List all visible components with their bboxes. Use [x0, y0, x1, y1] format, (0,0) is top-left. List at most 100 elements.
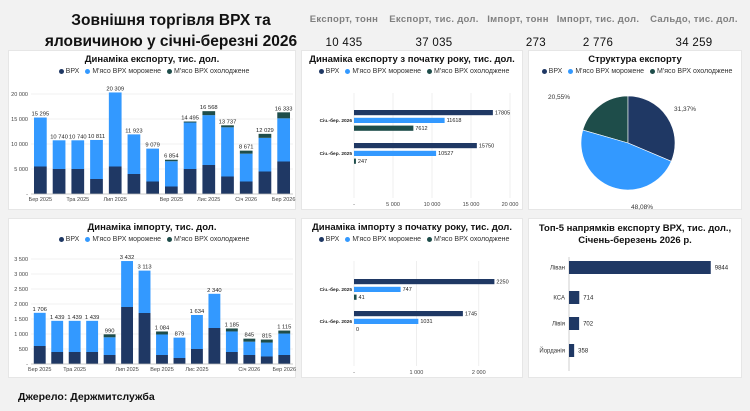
bar-segment-1 [243, 341, 256, 355]
chart-legend: ВРХ М'ясо ВРХ морожене М'ясо ВРХ охолодж… [529, 68, 741, 75]
legend-label: М'ясо ВРХ охолоджене [174, 68, 250, 75]
category-label: Лівія [552, 322, 565, 328]
legend-label: ВРХ [548, 68, 563, 75]
x-tick-label: Лип 2025 [115, 367, 138, 373]
kpi-label: Сальдо, тис. дол. [650, 14, 738, 25]
bar-segment-0 [121, 307, 134, 364]
bar-segment-0 [108, 166, 122, 194]
bar-segment-2 [258, 133, 272, 138]
kpi-label: Експорт, тонн [309, 14, 379, 25]
bar-segment-1 [146, 148, 160, 182]
bar-segment-0 [260, 356, 273, 364]
bar-segment-1 [173, 337, 186, 358]
legend-swatch-frozen [568, 68, 574, 74]
x-tick-label: 1 000 [410, 370, 424, 376]
bar-segment-1 [258, 137, 272, 172]
kpi-import-usd: Імпорт, тис. дол. 2 776 [552, 14, 644, 49]
legend-label: М'ясо ВРХ морожене [352, 68, 422, 75]
legend-swatch-vrh [318, 68, 324, 74]
x-tick-label: Вер 2025 [150, 367, 174, 373]
bar-0 [354, 311, 463, 317]
bar-segment-0 [68, 352, 81, 364]
bar-segment-2 [221, 125, 234, 128]
bar-total-label: 10 740 [69, 134, 87, 140]
chart-legend: ВРХ М'ясо ВРХ морожене М'ясо ВРХ охолодж… [9, 236, 295, 243]
y-tick-label: 1 000 [14, 332, 28, 338]
bar-segment-0 [146, 181, 160, 194]
export-dynamics-chart: - 5 000 10 000 15 000 20 000 15 295 10 740 10 7… [11, 86, 295, 203]
bar-segment-2 [164, 159, 178, 162]
bar [569, 344, 575, 357]
bar-total-label: 879 [175, 332, 185, 338]
legend-label: М'ясо ВРХ морожене [575, 68, 645, 75]
x-tick-label: 2 000 [472, 370, 486, 376]
bar-segment-1 [68, 320, 81, 352]
bar-total-label: 14 495 [181, 116, 199, 122]
kpi-value: 37 035 [415, 37, 453, 49]
bar-segment-1 [33, 312, 46, 346]
legend-label: ВРХ [65, 68, 80, 75]
bar-segment-0 [243, 355, 256, 364]
x-tick-label: Лис 2025 [197, 197, 220, 203]
bar-value-label: 714 [583, 296, 594, 302]
x-tick-label: Лип 2025 [103, 197, 126, 203]
bar-value-label: 358 [578, 349, 589, 355]
chart-legend: ВРХ М'ясо ВРХ морожене М'ясо ВРХ охолодж… [302, 68, 522, 75]
chart-title: Динаміка імпорту, тис. дол. [87, 222, 217, 233]
bar-total-label: 845 [244, 333, 254, 339]
legend-swatch-frozen [85, 236, 91, 242]
bar-segment-0 [239, 181, 253, 194]
bar-segment-0 [86, 352, 99, 364]
kpi-export-usd: Експорт, тис. дол. 37 035 [384, 14, 484, 49]
bar-segment-1 [156, 334, 168, 355]
bar-value-label: 15750 [479, 143, 494, 149]
legend-swatch-vrh [58, 68, 64, 74]
bar-total-label: 20 309 [106, 86, 124, 92]
category-label: Січ.-бер. 2025 [320, 150, 353, 157]
legend-label: М'ясо ВРХ охолоджене [174, 236, 250, 243]
x-tick-label: Тра 2025 [66, 197, 89, 203]
chart-legend: ВРХ М'ясо ВРХ морожене М'ясо ВРХ охолодж… [9, 68, 295, 75]
x-tick-label: Бер 2025 [28, 367, 52, 373]
legend-label: М'ясо ВРХ охолоджене [434, 236, 510, 243]
pie-label: 48,08% [631, 204, 653, 211]
chart-title: Структура експорту [588, 54, 682, 65]
bar-segment-1 [138, 270, 151, 313]
bar-segment-0 [225, 352, 238, 364]
bar-total-label: 1 439 [67, 315, 82, 321]
bar-segment-0 [156, 355, 168, 364]
bar-2 [354, 294, 357, 300]
bar-segment-1 [183, 122, 197, 169]
bar-segment-1 [121, 261, 134, 307]
bar-total-label: 1 115 [277, 325, 291, 331]
bar-segment-0 [208, 328, 221, 364]
x-tick-label: Січ 2026 [238, 367, 260, 373]
category-label: Ліван [550, 266, 565, 272]
bar-total-label: 10 811 [88, 134, 105, 140]
bar-segment-1 [86, 320, 99, 352]
legend-label: М'ясо ВРХ морожене [92, 68, 162, 75]
bar-2 [354, 158, 356, 164]
y-tick-label: 2 500 [14, 287, 28, 293]
y-tick-label: 20 000 [11, 92, 28, 98]
x-tick-label: 10 000 [424, 202, 441, 208]
bar-segment-1 [103, 337, 116, 355]
bar-segment-1 [71, 140, 85, 169]
bar-total-label: 1 185 [225, 322, 240, 328]
bar-segment-2 [202, 111, 216, 116]
bar-segment-0 [277, 161, 291, 194]
bar-total-label: 1 439 [85, 315, 100, 321]
bar-total-label: 16 568 [200, 105, 218, 111]
bar-segment-1 [90, 139, 103, 179]
kpi-value: 273 [525, 37, 546, 49]
top5-destinations-panel: Топ-5 напрямків експорту ВРХ, тис. дол.,… [528, 218, 742, 378]
x-tick-label: Січ 2026 [235, 197, 257, 203]
kpi-balance-usd: Сальдо, тис. дол. 34 259 [646, 14, 742, 49]
legend-swatch-chilled [427, 236, 433, 242]
legend-swatch-vrh [541, 68, 547, 74]
source-note: Джерело: Держмитслужба [18, 391, 155, 403]
legend-label: ВРХ [325, 236, 340, 243]
bar-segment-1 [277, 118, 291, 162]
bar-segment-2 [239, 150, 253, 154]
bar-value-label: 10527 [438, 151, 453, 157]
